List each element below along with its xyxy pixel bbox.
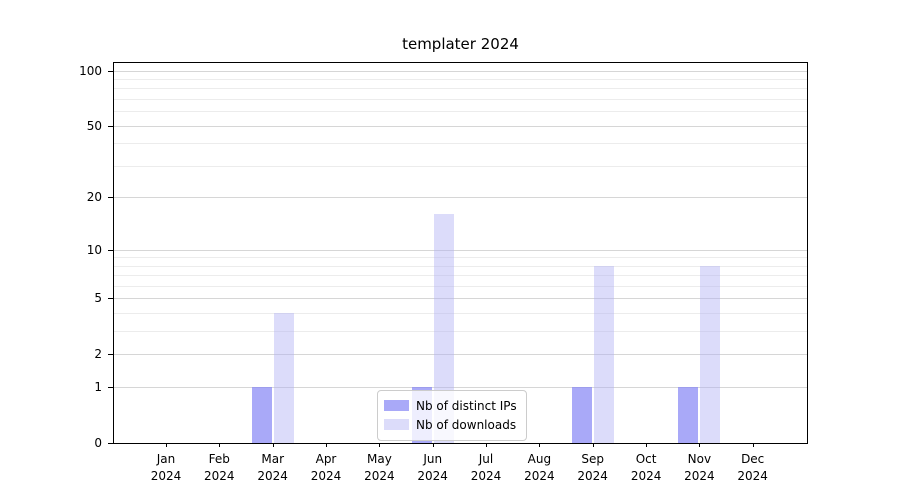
y-tick-mark [108, 387, 113, 389]
legend-swatch-downloads-icon [384, 419, 409, 430]
major-gridline [114, 70, 807, 72]
major-gridline [114, 125, 807, 127]
bar-distinct-ips-mar [251, 387, 272, 443]
x-tick-mark [219, 443, 221, 447]
minor-gridline [114, 265, 807, 267]
bar-distinct-ips-sep [571, 387, 592, 443]
x-tick-mark [166, 443, 167, 447]
x-tick-mark [379, 443, 381, 447]
x-tick-mark [432, 443, 434, 447]
minor-gridline [114, 257, 807, 259]
x-tick-label: Jan 2024 [150, 452, 182, 483]
bar-distinct-ips-nov [678, 387, 699, 443]
x-tick-label: Jul 2024 [470, 452, 502, 483]
x-tick-label: Dec 2024 [737, 452, 768, 483]
minor-gridline [114, 275, 807, 277]
major-gridline [114, 354, 807, 356]
x-tick-label: Mar 2024 [257, 452, 288, 483]
legend-item-downloads: Nb of downloads [384, 415, 517, 434]
bar-downloads-nov [700, 265, 721, 443]
major-gridline [114, 298, 807, 300]
x-tick-label: Feb 2024 [204, 452, 235, 483]
y-tick-mark [108, 249, 113, 251]
y-tick-mark [108, 354, 113, 356]
legend-label-downloads: Nb of downloads [416, 417, 517, 432]
major-gridline [114, 249, 807, 251]
x-tick-label: Aug 2024 [524, 452, 555, 483]
minor-gridline [114, 99, 807, 101]
legend: Nb of distinct IPs Nb of downloads [377, 390, 527, 441]
y-tick-label: 20 [86, 190, 102, 205]
minor-gridline [114, 165, 807, 167]
minor-gridline [114, 331, 807, 333]
bar-downloads-sep [593, 265, 614, 443]
x-tick-label: Jun 2024 [417, 452, 448, 483]
legend-label-distinct-ips: Nb of distinct IPs [416, 398, 517, 413]
x-tick-mark [646, 443, 648, 447]
minor-gridline [114, 286, 807, 287]
x-tick-label: May 2024 [364, 452, 395, 483]
plot-area: 0 1 2 5 10 20 50 100 Jan 2024 Feb 2024 Mar 2024 Apr… [79, 62, 808, 483]
x-tick-label: Nov 2024 [684, 452, 715, 483]
y-tick-label: 5 [94, 291, 102, 306]
y-tick-mark [108, 443, 113, 444]
y-tick-label: 50 [86, 118, 102, 133]
y-tick-mark [108, 197, 113, 199]
minor-gridline [114, 143, 807, 145]
legend-item-distinct-ips: Nb of distinct IPs [384, 396, 517, 415]
major-gridline [114, 387, 807, 389]
x-tick-mark [272, 443, 274, 447]
y-tick-label: 100 [79, 63, 102, 78]
major-gridline [114, 197, 807, 199]
y-tick-mark [108, 70, 113, 72]
minor-gridline [114, 88, 807, 90]
y-tick-mark [108, 125, 113, 127]
y-tick-label: 1 [94, 380, 102, 395]
x-tick-label: Apr 2024 [310, 452, 342, 483]
minor-gridline [114, 79, 807, 80]
minor-gridline [114, 313, 807, 315]
bar-downloads-mar [273, 313, 294, 443]
x-tick-mark [752, 443, 754, 447]
legend-swatch-distinct-ips-icon [384, 400, 409, 411]
x-tick-mark [486, 443, 487, 447]
x-tick-mark [699, 443, 701, 447]
plot-canvas: 0 1 2 5 10 20 50 100 Jan 2024 Feb 2024 Mar 2024 Apr… [79, 63, 807, 483]
chart-title: templater 2024 [402, 35, 519, 53]
x-tick-mark [539, 443, 541, 447]
y-tick-mark [108, 298, 113, 300]
bar-downloads-jun [433, 214, 454, 443]
x-tick-mark [592, 443, 594, 447]
x-tick-label: Sep 2024 [577, 452, 608, 483]
y-tick-label: 0 [94, 436, 102, 450]
x-tick-label: Oct 2024 [630, 452, 662, 483]
y-tick-label: 10 [86, 242, 102, 257]
y-tick-label: 2 [94, 347, 102, 362]
x-tick-mark [326, 443, 327, 447]
minor-gridline [114, 111, 807, 113]
